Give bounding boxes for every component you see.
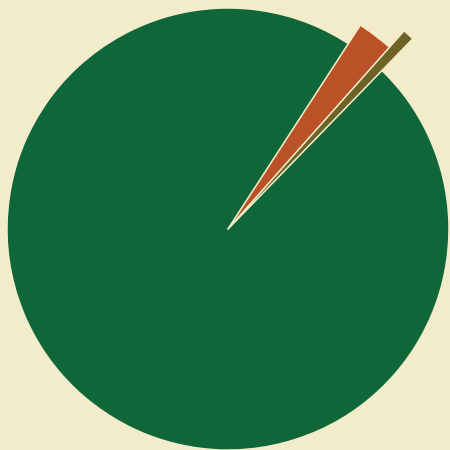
pie-slice [227,30,414,230]
pie-slice [6,7,450,450]
